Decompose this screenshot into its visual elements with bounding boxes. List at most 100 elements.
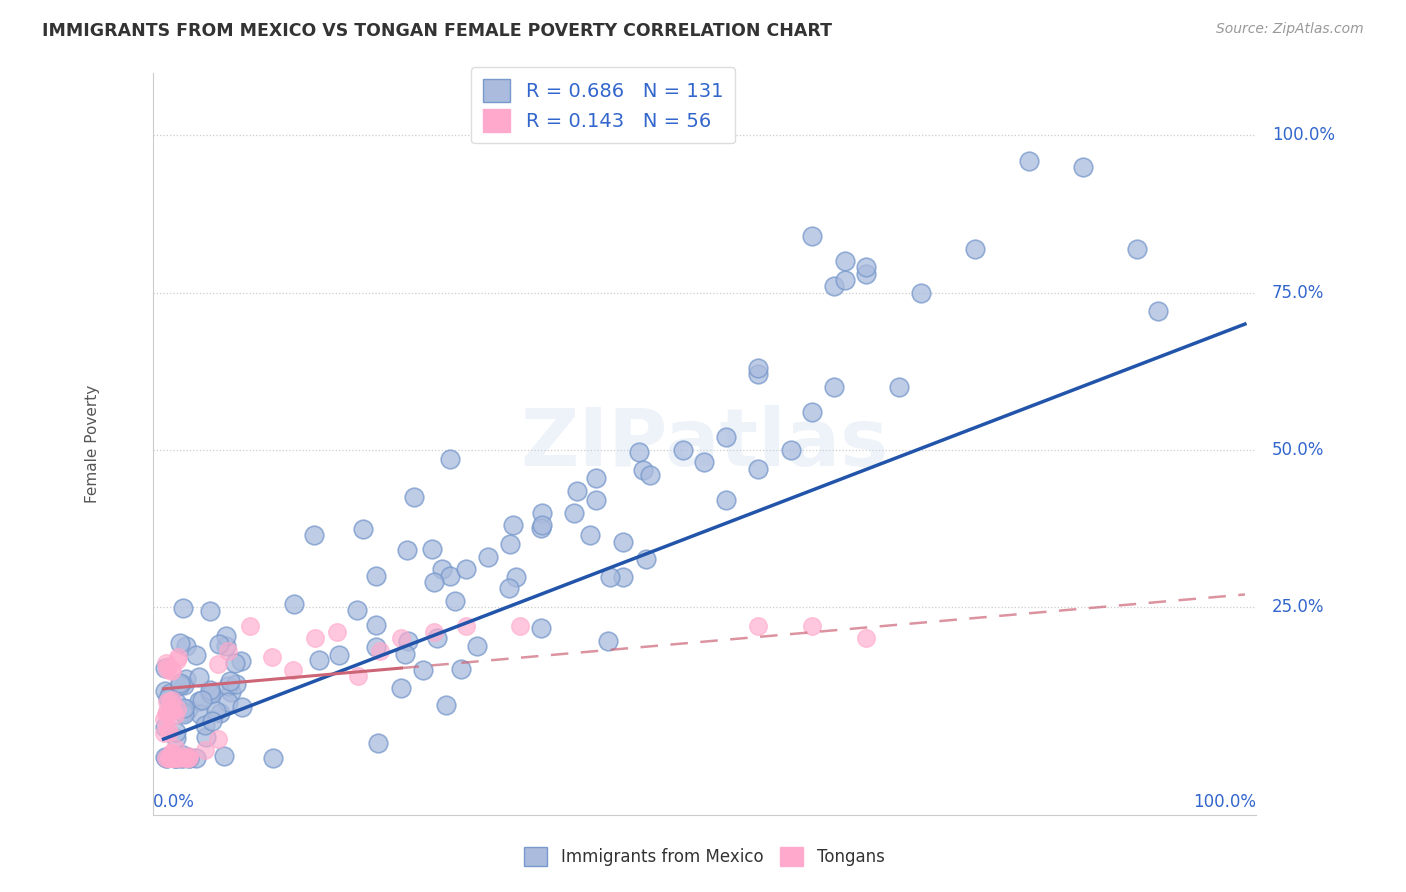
Point <box>456 562 478 576</box>
Point <box>157 725 180 739</box>
Point <box>208 637 231 651</box>
Point <box>162 746 184 760</box>
Point <box>169 678 191 692</box>
Legend: R = 0.686   N = 131, R = 0.143   N = 56: R = 0.686 N = 131, R = 0.143 N = 56 <box>471 68 735 144</box>
Point <box>530 521 553 535</box>
Point <box>426 632 449 646</box>
Point <box>423 625 446 640</box>
Point <box>165 731 187 746</box>
Point <box>412 663 434 677</box>
Point <box>631 463 654 477</box>
Point <box>172 748 194 763</box>
Point <box>157 658 180 673</box>
Point <box>184 751 207 765</box>
Point <box>502 517 524 532</box>
Text: 100.0%: 100.0% <box>1192 793 1256 811</box>
Point <box>498 581 520 595</box>
Point <box>156 662 179 676</box>
Point <box>346 603 368 617</box>
Point <box>159 751 181 765</box>
Point <box>219 684 242 698</box>
Point <box>159 686 181 700</box>
Point <box>347 669 370 683</box>
Point <box>187 694 209 708</box>
Point <box>1147 304 1170 318</box>
Point <box>747 619 769 633</box>
Point <box>801 229 824 244</box>
Point <box>747 361 769 376</box>
Point <box>217 695 239 709</box>
Point <box>1071 160 1094 174</box>
Point <box>155 720 177 734</box>
Point <box>165 695 187 709</box>
Point <box>855 260 877 275</box>
Point <box>155 656 177 670</box>
Point <box>530 621 553 635</box>
Point <box>779 442 801 457</box>
Point <box>747 368 769 382</box>
Text: 25.0%: 25.0% <box>1272 598 1324 616</box>
Point <box>302 527 325 541</box>
Point <box>671 442 693 457</box>
Point <box>200 683 222 698</box>
Text: IMMIGRANTS FROM MEXICO VS TONGAN FEMALE POVERTY CORRELATION CHART: IMMIGRANTS FROM MEXICO VS TONGAN FEMALE … <box>42 22 832 40</box>
Point <box>200 604 222 618</box>
Point <box>174 672 197 686</box>
Point <box>834 273 856 287</box>
Point <box>225 677 247 691</box>
Point <box>612 570 634 584</box>
Point <box>166 751 188 765</box>
Point <box>166 650 188 665</box>
Point <box>224 656 246 670</box>
Point <box>283 663 305 677</box>
Point <box>160 663 183 677</box>
Point <box>578 528 600 542</box>
Point <box>159 747 181 761</box>
Point <box>160 702 183 716</box>
Point <box>153 749 176 764</box>
Point <box>1018 153 1040 168</box>
Point <box>910 285 932 300</box>
Point <box>834 254 856 268</box>
Point <box>172 601 194 615</box>
Point <box>328 648 350 662</box>
Point <box>636 552 658 566</box>
Point <box>155 706 177 721</box>
Text: 0.0%: 0.0% <box>153 793 194 811</box>
Point <box>155 751 177 765</box>
Point <box>217 679 239 693</box>
Point <box>160 751 183 765</box>
Point <box>217 644 239 658</box>
Point <box>169 636 191 650</box>
Point <box>205 704 228 718</box>
Text: ZIPatlas: ZIPatlas <box>520 405 889 483</box>
Point <box>167 751 190 765</box>
Point <box>184 648 207 663</box>
Point <box>823 279 845 293</box>
Point <box>229 654 252 668</box>
Point <box>505 570 527 584</box>
Point <box>260 650 283 665</box>
Point <box>389 681 412 695</box>
Point <box>174 640 197 654</box>
Point <box>173 677 195 691</box>
Point <box>160 664 183 678</box>
Point <box>498 537 520 551</box>
Point <box>456 619 478 633</box>
Point <box>156 695 179 709</box>
Point <box>855 267 877 281</box>
Point <box>219 674 242 689</box>
Point <box>368 644 391 658</box>
Point <box>159 751 181 765</box>
Point <box>212 748 235 763</box>
Point <box>163 751 186 765</box>
Point <box>283 597 305 611</box>
Text: Source: ZipAtlas.com: Source: ZipAtlas.com <box>1216 22 1364 37</box>
Point <box>159 700 181 714</box>
Point <box>187 670 209 684</box>
Point <box>325 625 347 640</box>
Text: 75.0%: 75.0% <box>1272 284 1324 301</box>
Point <box>160 703 183 717</box>
Text: Female Poverty: Female Poverty <box>84 384 100 503</box>
Point <box>173 701 195 715</box>
